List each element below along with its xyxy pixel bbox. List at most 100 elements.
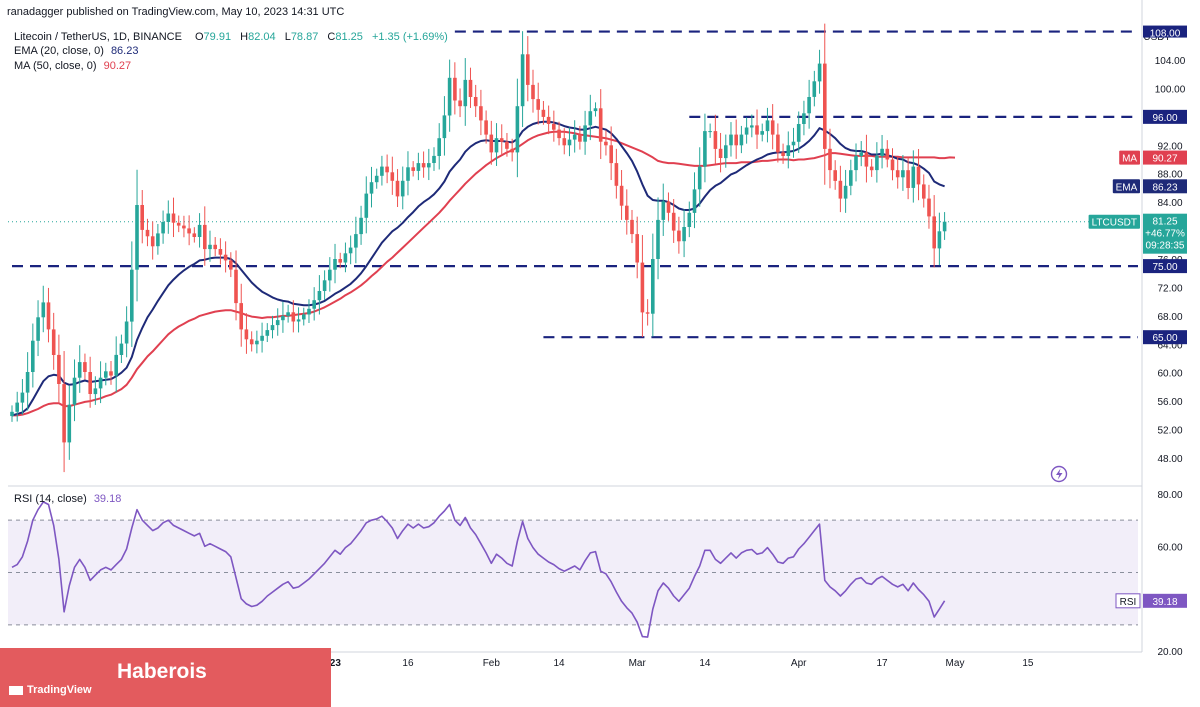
candle[interactable] — [109, 360, 113, 385]
candle[interactable] — [203, 206, 207, 266]
candle[interactable] — [552, 110, 556, 142]
candle[interactable] — [239, 283, 243, 347]
candle[interactable] — [875, 142, 879, 183]
candle[interactable] — [317, 275, 322, 315]
candle[interactable] — [447, 59, 452, 132]
candle[interactable] — [776, 123, 780, 163]
candle[interactable] — [187, 215, 191, 246]
candle[interactable] — [46, 287, 51, 343]
candle[interactable] — [20, 379, 25, 415]
candle[interactable] — [197, 213, 202, 248]
candle[interactable] — [119, 334, 124, 364]
candle[interactable] — [937, 212, 942, 266]
candle[interactable] — [932, 195, 936, 268]
candle[interactable] — [786, 131, 791, 169]
candle[interactable] — [729, 122, 733, 157]
candle[interactable] — [843, 169, 848, 213]
candle[interactable] — [849, 159, 853, 196]
candle[interactable] — [927, 184, 931, 229]
candle[interactable] — [635, 216, 639, 279]
candle[interactable] — [854, 143, 858, 182]
candle[interactable] — [526, 36, 530, 102]
candle[interactable] — [176, 215, 181, 233]
candle[interactable] — [281, 301, 285, 333]
candle[interactable] — [604, 130, 608, 156]
candle[interactable] — [302, 307, 306, 326]
candle[interactable] — [682, 209, 686, 258]
candle[interactable] — [890, 148, 895, 181]
candle[interactable] — [229, 252, 233, 278]
candle[interactable] — [630, 209, 634, 244]
candle[interactable] — [750, 114, 754, 138]
candle[interactable] — [692, 172, 697, 229]
candle[interactable] — [828, 128, 832, 189]
candle[interactable] — [166, 200, 171, 234]
candle[interactable] — [864, 134, 869, 183]
candle[interactable] — [130, 241, 134, 347]
candle[interactable] — [708, 123, 712, 138]
candle[interactable] — [755, 109, 759, 149]
candle[interactable] — [901, 155, 905, 191]
candle[interactable] — [520, 31, 525, 128]
candle[interactable] — [562, 128, 567, 155]
candle[interactable] — [150, 221, 155, 260]
candle[interactable] — [161, 210, 165, 244]
candle[interactable] — [473, 84, 478, 118]
candle[interactable] — [614, 148, 619, 199]
candle[interactable] — [541, 101, 546, 125]
candle[interactable] — [536, 82, 540, 125]
candle[interactable] — [437, 123, 441, 170]
candle[interactable] — [427, 148, 431, 181]
candle[interactable] — [208, 230, 212, 262]
candle[interactable] — [656, 197, 660, 280]
candle[interactable] — [104, 362, 108, 386]
candle[interactable] — [395, 169, 400, 208]
candle[interactable] — [546, 105, 551, 135]
candle[interactable] — [364, 176, 369, 234]
candle[interactable] — [916, 149, 921, 201]
candle[interactable] — [677, 216, 681, 254]
candle[interactable] — [817, 49, 822, 94]
candle[interactable] — [223, 241, 228, 273]
candle[interactable] — [385, 154, 389, 184]
candle[interactable] — [499, 124, 504, 155]
candle[interactable] — [286, 304, 290, 323]
flash-icon[interactable] — [1050, 465, 1068, 483]
candle[interactable] — [124, 306, 129, 358]
candle[interactable] — [739, 125, 744, 154]
candle[interactable] — [453, 62, 457, 115]
candle[interactable] — [171, 197, 176, 238]
candle[interactable] — [416, 152, 421, 181]
candle[interactable] — [666, 192, 671, 221]
candle[interactable] — [312, 287, 316, 321]
candle[interactable] — [718, 132, 723, 173]
candle[interactable] — [260, 322, 264, 353]
candle[interactable] — [572, 120, 577, 153]
candle[interactable] — [333, 243, 337, 284]
candle[interactable] — [557, 121, 561, 146]
candle[interactable] — [703, 113, 707, 183]
candle[interactable] — [760, 123, 764, 142]
candle[interactable] — [275, 308, 280, 336]
candle[interactable] — [515, 78, 520, 178]
candle[interactable] — [661, 183, 666, 236]
candle[interactable] — [510, 138, 514, 162]
candle[interactable] — [895, 157, 900, 189]
candle[interactable] — [911, 150, 916, 203]
candle[interactable] — [374, 168, 379, 189]
candle[interactable] — [249, 331, 254, 352]
candle[interactable] — [145, 218, 150, 247]
candle[interactable] — [671, 199, 676, 243]
candle[interactable] — [83, 353, 87, 380]
candle[interactable] — [93, 376, 98, 405]
candle[interactable] — [218, 238, 223, 265]
candle[interactable] — [57, 334, 61, 403]
candle[interactable] — [51, 312, 56, 370]
candle[interactable] — [234, 250, 238, 321]
candle[interactable] — [833, 160, 837, 190]
candle[interactable] — [781, 143, 785, 164]
candle[interactable] — [823, 23, 827, 185]
candles[interactable] — [10, 23, 947, 473]
candle[interactable] — [322, 270, 327, 300]
